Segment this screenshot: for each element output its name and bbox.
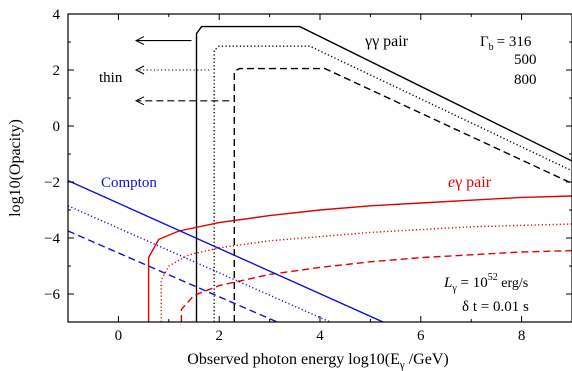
thin-arrowhead-solid xyxy=(134,36,145,46)
x-axis-label: Observed photon energy log10(Eγ /GeV) xyxy=(187,351,448,371)
thin-arrowhead-dashed xyxy=(134,96,145,106)
y-tick-label: 2 xyxy=(53,63,61,79)
y-tick-label: −2 xyxy=(44,175,60,191)
x-tick-label: 2 xyxy=(215,328,223,344)
y-tick-label: 4 xyxy=(53,7,61,23)
gg-pair-label: γγ pair xyxy=(364,33,409,50)
axis-ticks: 0 2 4 6 8 4 2 0 −2 −4 −6 xyxy=(44,7,572,344)
x-tick-label: 4 xyxy=(316,328,324,344)
thin-arrowhead-dotted xyxy=(134,65,145,75)
eg-pair-label: eγ pair xyxy=(448,174,492,191)
gamma-b-value-500: 500 xyxy=(514,52,537,68)
series-gg-solid xyxy=(195,25,572,322)
series-layer xyxy=(68,25,572,322)
series-eg-dotted xyxy=(160,223,572,322)
series-eg-solid xyxy=(147,195,572,322)
y-tick-label: 0 xyxy=(53,119,61,135)
series-compton-dashed xyxy=(68,230,278,322)
gamma-b-label: Γb = 316 xyxy=(480,34,532,53)
series-compton-dotted xyxy=(68,205,331,322)
x-tick-label: 6 xyxy=(417,328,425,344)
thin-arrows xyxy=(134,36,230,106)
y-axis-label: log10(Opacity) xyxy=(7,119,24,217)
x-tick-label: 0 xyxy=(115,328,123,344)
y-tick-label: −6 xyxy=(44,287,60,303)
delta-t-label: δ t = 0.01 s xyxy=(462,299,529,315)
compton-label: Compton xyxy=(101,175,157,191)
series-eg-dashed xyxy=(180,249,572,322)
y-tick-label: −4 xyxy=(44,231,60,247)
series-gg-dashed xyxy=(233,67,572,322)
series-compton-solid xyxy=(68,179,384,322)
gamma-b-value-800: 800 xyxy=(514,72,537,88)
thin-label: thin xyxy=(99,70,123,86)
series-gg-dotted xyxy=(213,45,572,322)
luminosity-label: Lγ = 1052 erg/s xyxy=(443,272,528,294)
x-tick-label: 8 xyxy=(518,328,526,344)
